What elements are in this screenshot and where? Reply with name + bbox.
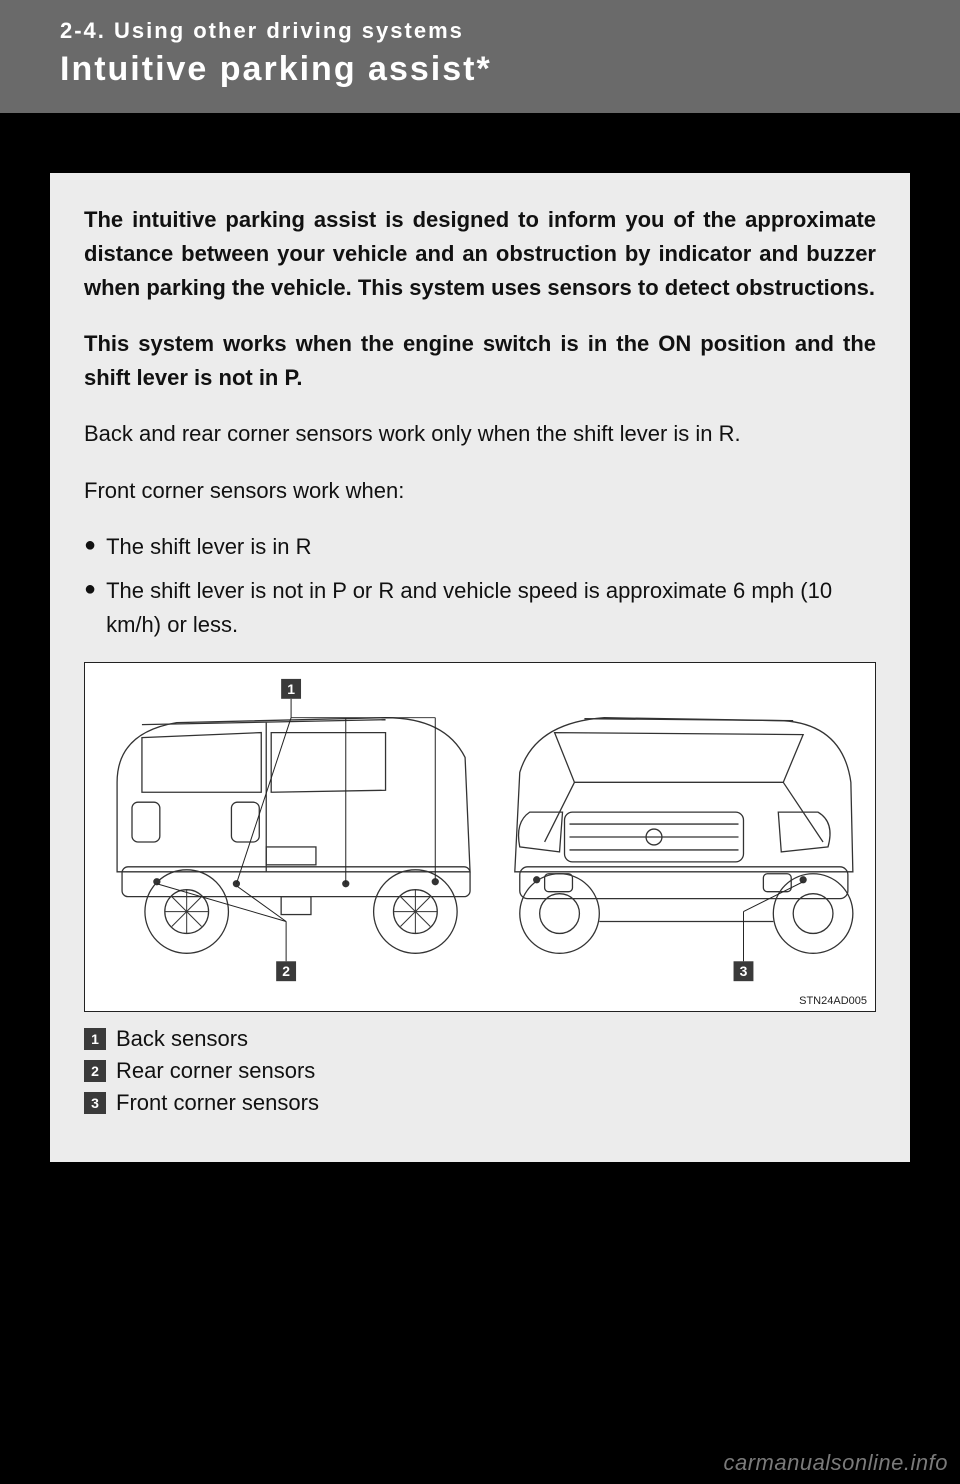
figure-frame: 1 2 3 STN24AD005 (84, 662, 876, 1012)
intro-paragraph-1: The intuitive parking assist is designed… (84, 203, 876, 305)
legend-label: Rear corner sensors (116, 1058, 315, 1084)
figure-code: STN24AD005 (799, 995, 867, 1007)
vehicle-diagram: 1 2 3 (85, 663, 875, 1011)
legend-label: Back sensors (116, 1026, 248, 1052)
legend-item: 3 Front corner sensors (84, 1090, 876, 1116)
bullet-icon: ● (84, 530, 96, 564)
section-number: 2-4. Using other driving systems (60, 18, 900, 44)
watermark: carmanualsonline.info (723, 1450, 948, 1476)
bullet-text: The shift lever is not in P or R and veh… (106, 574, 876, 642)
svg-text:2: 2 (282, 963, 290, 979)
bullet-item: ● The shift lever is not in P or R and v… (84, 574, 876, 642)
legend-item: 1 Back sensors (84, 1026, 876, 1052)
manual-page: 2-4. Using other driving systems Intuiti… (0, 0, 960, 1484)
section-title: Intuitive parking assist* (60, 50, 900, 89)
paragraph-4: Front corner sensors work when: (84, 474, 876, 508)
intro-paragraph-2: This system works when the engine switch… (84, 327, 876, 395)
bullet-icon: ● (84, 574, 96, 642)
bullet-item: ● The shift lever is in R (84, 530, 876, 564)
content-box: The intuitive parking assist is designed… (50, 173, 910, 1162)
callout-number: 2 (84, 1060, 106, 1082)
bullet-text: The shift lever is in R (106, 530, 876, 564)
svg-text:1: 1 (287, 681, 295, 697)
legend-label: Front corner sensors (116, 1090, 319, 1116)
paragraph-3: Back and rear corner sensors work only w… (84, 417, 876, 451)
header-band: 2-4. Using other driving systems Intuiti… (0, 0, 960, 113)
callout-number: 3 (84, 1092, 106, 1114)
legend-item: 2 Rear corner sensors (84, 1058, 876, 1084)
svg-text:3: 3 (740, 963, 748, 979)
legend-list: 1 Back sensors 2 Rear corner sensors 3 F… (84, 1026, 876, 1116)
callout-number: 1 (84, 1028, 106, 1050)
